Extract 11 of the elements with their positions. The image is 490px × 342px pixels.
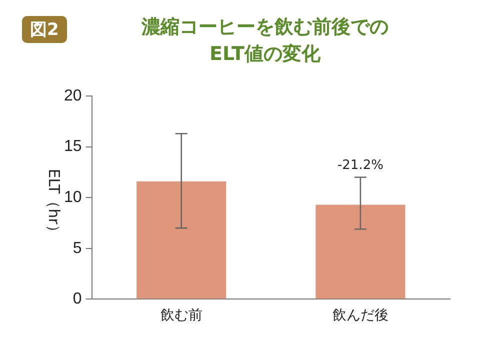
- y-axis-title: ELT（hr）: [45, 168, 63, 240]
- chart-title: 濃縮コーヒーを飲む前後での ELT値の変化: [140, 15, 390, 67]
- x-tick-label: 飲んだ後: [332, 306, 388, 322]
- annotation: -21.2%: [337, 158, 384, 174]
- y-tick-label: 5: [72, 240, 82, 257]
- y-tick-label: 20: [64, 87, 82, 104]
- y-tick-label: 10: [64, 189, 82, 206]
- y-tick-label: 15: [64, 138, 82, 156]
- y-tick-label: 0: [72, 290, 82, 308]
- x-tick-label: 飲む前: [160, 306, 202, 322]
- caption: 図2: [22, 16, 67, 43]
